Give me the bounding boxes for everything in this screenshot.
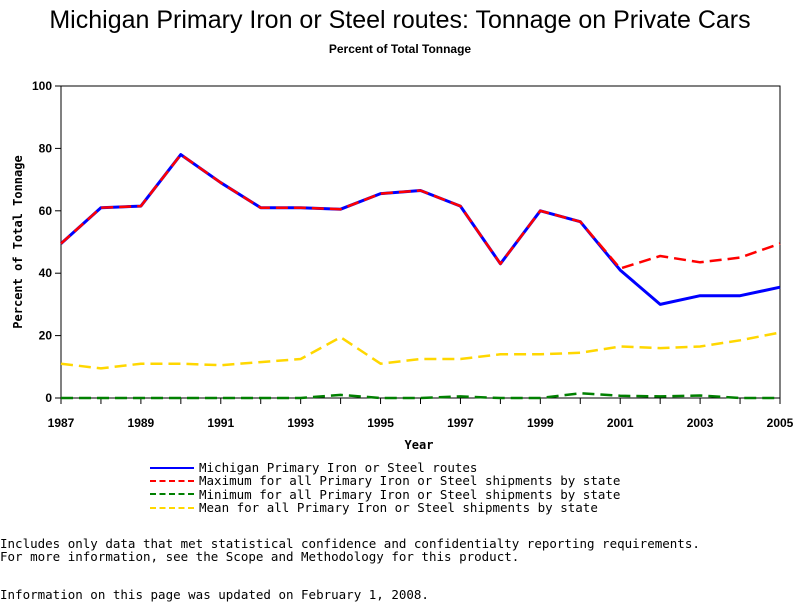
- y-axis-title: Percent of Total Tonnage: [11, 155, 25, 328]
- chart-title: Michigan Primary Iron or Steel routes: T…: [49, 6, 751, 34]
- footnote-confidentiality: Includes only data that met statistical …: [0, 536, 700, 551]
- x-tick-label: 1987: [48, 416, 75, 430]
- series-line-0: [59, 153, 781, 306]
- x-tick-label: 1991: [207, 416, 234, 430]
- legend-label: Maximum for all Primary Iron or Steel sh…: [199, 473, 621, 489]
- x-tick-label: 1993: [287, 416, 314, 430]
- legend-swatch: [150, 479, 194, 482]
- x-axis-title: Year: [405, 438, 434, 452]
- series-line-1: [60, 153, 781, 270]
- x-tick-label: 1999: [527, 416, 554, 430]
- y-axis: 0 20 40 60 80 100: [32, 79, 61, 405]
- x-tick-label: 2005: [767, 416, 794, 430]
- x-tick-label: 1995: [367, 416, 394, 430]
- series-line-2: [61, 392, 780, 400]
- y-tick-label: 60: [39, 204, 53, 218]
- y-tick-label: 0: [45, 391, 52, 405]
- series-line-3: [60, 331, 781, 370]
- x-tick-label: 1997: [447, 416, 474, 430]
- legend-label: Minimum for all Primary Iron or Steel sh…: [199, 486, 621, 502]
- legend-label: Michigan Primary Iron or Steel routes: [199, 460, 478, 475]
- legend: Michigan Primary Iron or Steel routes Max…: [150, 461, 620, 514]
- legend-item: Maximum for all Primary Iron or Steel sh…: [150, 473, 621, 489]
- x-tick-label: 2001: [607, 416, 634, 430]
- legend-swatch: [150, 466, 194, 469]
- footnote-updated: Information on this page was updated on …: [0, 587, 429, 602]
- chart-subtitle: Percent of Total Tonnage: [328, 42, 472, 56]
- y-tick-label: 100: [32, 79, 52, 93]
- x-axis: 1987 1989 1991 1993 1995 1997 1999 2001 2003 2005: [48, 398, 794, 430]
- y-tick-label: 40: [39, 266, 53, 280]
- legend-swatch: [150, 493, 194, 496]
- legend-label: Mean for all Primary Iron or Steel shipm…: [199, 499, 598, 515]
- y-tick-label: 20: [39, 329, 53, 343]
- y-tick-label: 80: [39, 141, 53, 155]
- x-tick-label: 2003: [687, 416, 714, 430]
- chart: 0 20 40 60 80 100 1987 1989 1991 1993 1995 1997 199…: [11, 79, 794, 452]
- legend-item: Michigan Primary Iron or Steel routes: [150, 461, 620, 474]
- legend-swatch: [150, 506, 194, 509]
- series-layer: [59, 153, 781, 400]
- x-tick-label: 1989: [128, 416, 155, 430]
- plot-frame: [60, 85, 781, 399]
- legend-item: Minimum for all Primary Iron or Steel sh…: [150, 486, 621, 502]
- footnote-methodology: For more information, see the Scope and …: [0, 549, 520, 564]
- legend-item: Mean for all Primary Iron or Steel shipm…: [150, 501, 620, 514]
